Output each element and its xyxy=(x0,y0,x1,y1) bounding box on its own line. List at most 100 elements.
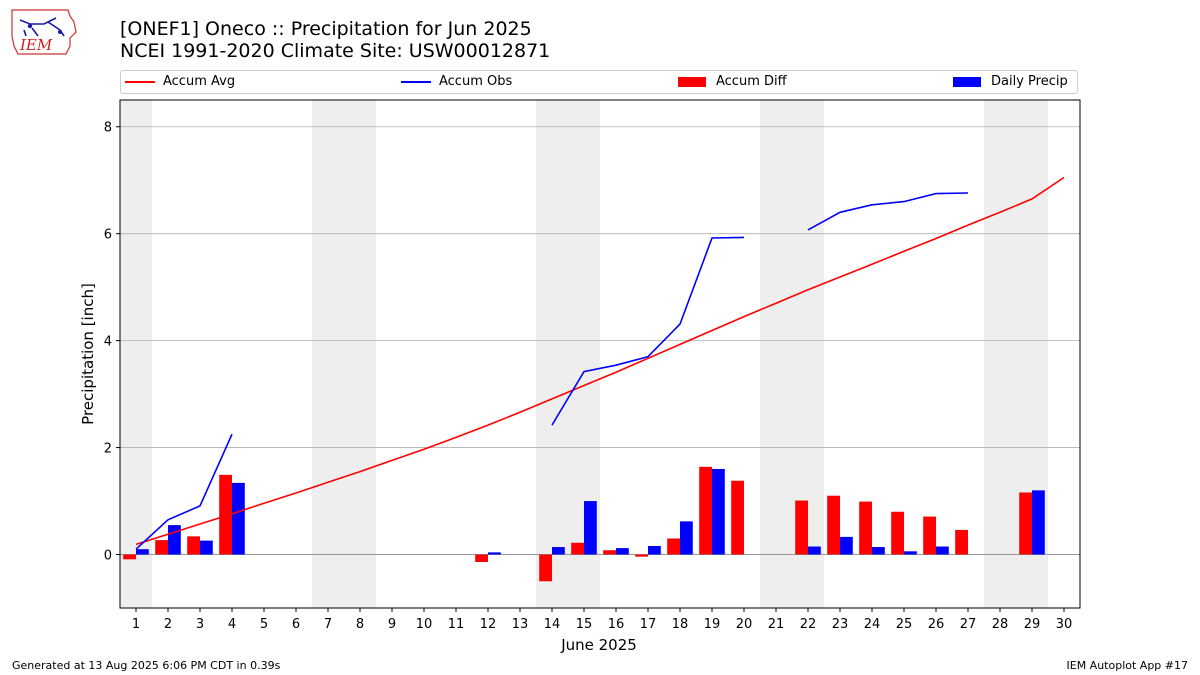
bar-accum-diff-day-29 xyxy=(1019,492,1032,555)
bar-daily-precip-day-3 xyxy=(200,540,213,555)
chart-legend: Accum Avg Accum Obs Accum Diff Daily Pre… xyxy=(120,70,1078,94)
legend-item-accum-avg: Accum Avg xyxy=(125,74,235,90)
footer-generated: Generated at 13 Aug 2025 6:06 PM CDT in … xyxy=(12,659,281,672)
y-tick-label: 2 xyxy=(104,442,112,457)
bar-daily-precip-day-17 xyxy=(648,545,661,555)
x-tick-label: 12 xyxy=(480,617,497,632)
bar-daily-precip-day-15 xyxy=(584,501,597,555)
x-tick-label: 17 xyxy=(640,617,657,632)
bar-accum-diff-day-3 xyxy=(187,536,200,555)
legend-swatch-accum-avg xyxy=(125,80,155,83)
line-accum-avg-segment-1 xyxy=(135,176,1065,546)
bar-accum-diff-day-25 xyxy=(891,511,904,555)
legend-swatch-accum-obs xyxy=(401,80,431,83)
x-tick-label: 6 xyxy=(292,617,300,632)
x-tick-label: 13 xyxy=(512,617,529,632)
legend-label-accum-obs: Accum Obs xyxy=(439,74,513,89)
bar-daily-precip-day-18 xyxy=(680,521,693,555)
bar-accum-diff-day-26 xyxy=(923,516,936,555)
lines xyxy=(135,176,1065,550)
x-tick-label: 19 xyxy=(704,617,721,632)
plot-frame xyxy=(119,99,1081,609)
bar-daily-precip-day-14 xyxy=(552,547,565,555)
bar-daily-precip-day-23 xyxy=(840,536,853,555)
bar-accum-diff-day-23 xyxy=(827,495,840,555)
legend-label-accum-diff: Accum Diff xyxy=(716,74,787,89)
x-tick-label: 9 xyxy=(388,617,396,632)
y-tick-label: 4 xyxy=(104,335,112,350)
weekend-shade-day-8 xyxy=(344,100,376,608)
bar-accum-diff-day-19 xyxy=(699,466,712,555)
bar-daily-precip-day-22 xyxy=(808,546,821,555)
weekend-shade-day-28 xyxy=(984,100,1016,608)
x-tick-label: 1 xyxy=(132,617,140,632)
x-tick-label: 25 xyxy=(896,617,913,632)
x-tick-label: 7 xyxy=(324,617,332,632)
bar-daily-precip-day-16 xyxy=(616,548,629,555)
legend-item-daily-precip: Daily Precip xyxy=(953,74,1068,90)
legend-label-accum-avg: Accum Avg xyxy=(163,74,236,89)
bar-daily-precip-day-2 xyxy=(168,525,181,555)
bar-accum-diff-day-12 xyxy=(475,554,488,563)
footer-app-id: IEM Autoplot App #17 xyxy=(1066,659,1189,672)
x-tick-label: 14 xyxy=(544,617,561,632)
bar-accum-diff-day-4 xyxy=(219,474,232,555)
bar-daily-precip-day-24 xyxy=(872,547,885,555)
bar-daily-precip-day-26 xyxy=(936,546,949,555)
weekend-shade-day-7 xyxy=(312,100,344,608)
legend-item-accum-diff: Accum Diff xyxy=(678,74,787,90)
bar-daily-precip-day-4 xyxy=(232,482,245,555)
bar-accum-diff-day-22 xyxy=(795,500,808,555)
bar-daily-precip-day-19 xyxy=(712,468,725,555)
x-tick-label: 16 xyxy=(608,617,625,632)
bar-daily-precip-day-12 xyxy=(488,552,501,555)
x-axis-label: June 2025 xyxy=(560,636,637,654)
line-accum-obs-segment-2 xyxy=(551,236,745,426)
y-tick-label: 0 xyxy=(104,549,112,564)
weekend-shade-day-21 xyxy=(760,100,792,608)
grid-lines xyxy=(120,126,1080,555)
legend-swatch-accum-diff xyxy=(678,76,706,87)
x-tick-label: 26 xyxy=(928,617,945,632)
weekend-shade-day-14 xyxy=(536,100,568,608)
line-accum-obs-segment-3 xyxy=(807,192,969,231)
bar-accum-diff-day-2 xyxy=(155,540,168,555)
y-axis-label: Precipitation [inch] xyxy=(79,283,97,425)
x-tick-label: 15 xyxy=(576,617,593,632)
bar-accum-diff-day-16 xyxy=(603,550,616,555)
bar-daily-precip-day-1 xyxy=(136,549,149,555)
bar-daily-precip-day-25 xyxy=(904,551,917,555)
line-accum-obs-segment-1 xyxy=(135,433,233,550)
legend-label-daily-precip: Daily Precip xyxy=(991,74,1068,89)
legend-swatch-daily-precip xyxy=(953,76,981,87)
x-tick-label: 20 xyxy=(736,617,753,632)
bar-accum-diff-day-18 xyxy=(667,538,680,555)
y-tick-label: 6 xyxy=(104,228,112,243)
x-tick-label: 4 xyxy=(228,617,236,632)
bar-accum-diff-day-14 xyxy=(539,554,552,582)
x-tick-label: 2 xyxy=(164,617,172,632)
bar-accum-diff-day-17 xyxy=(635,554,648,557)
chart-subtitle: NCEI 1991-2020 Climate Site: USW00012871 xyxy=(120,40,551,62)
x-tick-label: 8 xyxy=(356,617,364,632)
x-tick-label: 18 xyxy=(672,617,689,632)
x-tick-label: 11 xyxy=(448,617,465,632)
bars xyxy=(123,466,1045,582)
chart-title: [ONEF1] Oneco :: Precipitation for Jun 2… xyxy=(120,18,532,40)
bar-accum-diff-day-27 xyxy=(955,529,968,555)
bar-accum-diff-day-24 xyxy=(859,501,872,555)
weekend-shade-day-1 xyxy=(120,100,152,608)
logo-text: IEM xyxy=(19,36,53,54)
x-tick-label: 24 xyxy=(864,617,881,632)
iem-iowa-logo-icon: IEM xyxy=(11,9,77,55)
x-tick-label: 5 xyxy=(260,617,268,632)
iem-logo: IEM xyxy=(8,6,80,58)
x-tick-label: 29 xyxy=(1024,617,1041,632)
bar-accum-diff-day-1 xyxy=(123,554,136,560)
x-tick-label: 21 xyxy=(768,617,785,632)
x-tick-label: 28 xyxy=(992,617,1009,632)
bar-accum-diff-day-15 xyxy=(571,542,584,555)
bar-accum-diff-day-20 xyxy=(731,480,744,555)
